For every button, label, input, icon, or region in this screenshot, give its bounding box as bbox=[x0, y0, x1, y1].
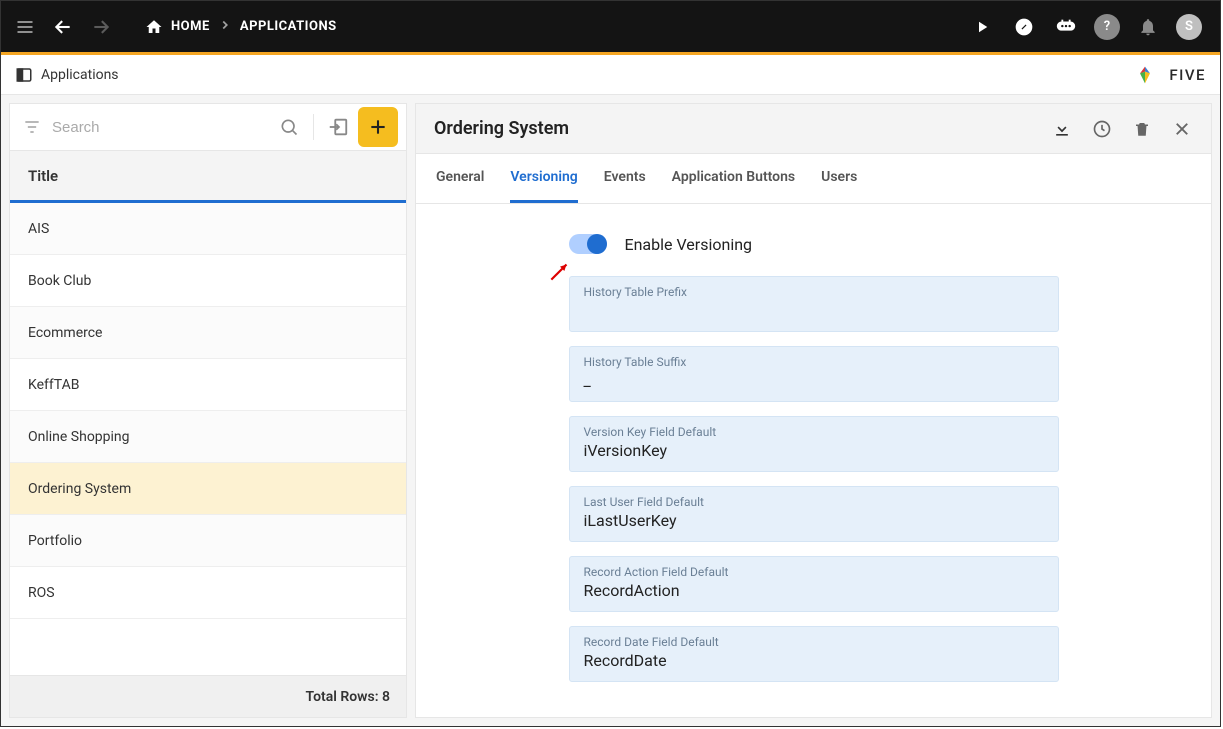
tab-general[interactable]: General bbox=[436, 154, 484, 203]
avatar[interactable]: S bbox=[1176, 14, 1202, 40]
list-row-title: Online Shopping bbox=[28, 429, 130, 445]
field-history-table-suffix[interactable]: History Table Suffix _ bbox=[569, 346, 1059, 402]
history-icon[interactable] bbox=[1091, 118, 1113, 140]
field-label: History Table Prefix bbox=[584, 285, 1044, 299]
field-label: Record Action Field Default bbox=[584, 565, 1044, 579]
search-input[interactable] bbox=[52, 119, 269, 136]
filter-icon[interactable] bbox=[18, 113, 46, 141]
download-icon[interactable] bbox=[1051, 118, 1073, 140]
avatar-initial: S bbox=[1185, 19, 1193, 34]
detail-title: Ordering System bbox=[434, 118, 569, 139]
list-row-title: Ordering System bbox=[28, 481, 131, 497]
field-label: History Table Suffix bbox=[584, 355, 1044, 369]
list-row[interactable]: Online Shopping bbox=[10, 411, 406, 463]
field-record-action-field-default[interactable]: Record Action Field Default RecordAction bbox=[569, 556, 1059, 612]
back-icon[interactable] bbox=[49, 13, 77, 41]
field-version-key-field-default[interactable]: Version Key Field Default iVersionKey bbox=[569, 416, 1059, 472]
detail-panel: Ordering System GeneralVersio bbox=[415, 103, 1212, 718]
field-value: iVersionKey bbox=[584, 441, 1044, 461]
home-icon[interactable] bbox=[145, 18, 163, 36]
list-row[interactable]: Book Club bbox=[10, 255, 406, 307]
list-row[interactable]: Portfolio bbox=[10, 515, 406, 567]
breadcrumb-home[interactable]: HOME bbox=[171, 19, 210, 34]
feedback-icon[interactable] bbox=[1010, 13, 1038, 41]
field-value: _ bbox=[584, 371, 1044, 391]
search-icon[interactable] bbox=[275, 113, 303, 141]
menu-icon[interactable] bbox=[11, 13, 39, 41]
add-button[interactable] bbox=[358, 107, 398, 147]
forward-icon bbox=[87, 13, 115, 41]
breadcrumb-current: APPLICATIONS bbox=[240, 19, 337, 34]
list-row[interactable]: KeffTAB bbox=[10, 359, 406, 411]
brand-name: FIVE bbox=[1169, 66, 1206, 84]
brand-logo: FIVE bbox=[1135, 65, 1206, 85]
list-panel: Title AIS Book Club Ecommerce KeffTAB Online… bbox=[9, 103, 407, 718]
field-record-date-field-default[interactable]: Record Date Field Default RecordDate bbox=[569, 626, 1059, 682]
list-row-title: KeffTAB bbox=[28, 377, 79, 393]
tab-application-buttons[interactable]: Application Buttons bbox=[672, 154, 795, 203]
tab-events[interactable]: Events bbox=[604, 154, 646, 203]
subheader-title: Applications bbox=[41, 67, 119, 83]
enable-versioning-toggle[interactable] bbox=[569, 234, 607, 254]
field-value: RecordAction bbox=[584, 581, 1044, 601]
list-row[interactable]: ROS bbox=[10, 567, 406, 619]
list-row[interactable]: Ecommerce bbox=[10, 307, 406, 359]
play-icon[interactable] bbox=[968, 13, 996, 41]
field-value bbox=[584, 301, 1044, 321]
list-row[interactable]: AIS bbox=[10, 203, 406, 255]
list-row-title: AIS bbox=[28, 221, 49, 237]
list-row-title: Book Club bbox=[28, 273, 91, 289]
list-row-title: Portfolio bbox=[28, 533, 82, 549]
tabs: General Versioning Events Application Butto… bbox=[416, 154, 1211, 204]
bell-icon[interactable] bbox=[1134, 13, 1162, 41]
enable-versioning-label: Enable Versioning bbox=[625, 235, 753, 254]
chat-icon[interactable] bbox=[1052, 13, 1080, 41]
field-history-table-prefix[interactable]: History Table Prefix bbox=[569, 276, 1059, 332]
list-row-title: ROS bbox=[28, 585, 55, 601]
field-value: iLastUserKey bbox=[584, 511, 1044, 531]
help-icon[interactable]: ? bbox=[1094, 14, 1120, 40]
list-row-title: Ecommerce bbox=[28, 325, 102, 341]
pointer-arrow bbox=[547, 258, 573, 284]
tab-versioning[interactable]: Versioning bbox=[510, 154, 577, 203]
trash-icon[interactable] bbox=[1131, 118, 1153, 140]
divider bbox=[313, 114, 314, 140]
breadcrumb: HOME APPLICATIONS bbox=[145, 18, 337, 36]
list-row[interactable]: Ordering System bbox=[10, 463, 406, 515]
field-label: Last User Field Default bbox=[584, 495, 1044, 509]
import-icon[interactable] bbox=[324, 113, 352, 141]
field-last-user-field-default[interactable]: Last User Field Default iLastUserKey bbox=[569, 486, 1059, 542]
topbar: HOME APPLICATIONS ? S bbox=[1, 1, 1220, 55]
column-header-title[interactable]: Title bbox=[10, 151, 406, 203]
field-label: Version Key Field Default bbox=[584, 425, 1044, 439]
field-label: Record Date Field Default bbox=[584, 635, 1044, 649]
panel-icon bbox=[15, 66, 33, 84]
close-icon[interactable] bbox=[1171, 118, 1193, 140]
tab-users[interactable]: Users bbox=[821, 154, 857, 203]
total-rows: Total Rows: 8 bbox=[10, 675, 406, 717]
chevron-right-icon bbox=[218, 18, 232, 36]
subheader: Applications FIVE bbox=[1, 55, 1220, 95]
field-value: RecordDate bbox=[584, 651, 1044, 671]
